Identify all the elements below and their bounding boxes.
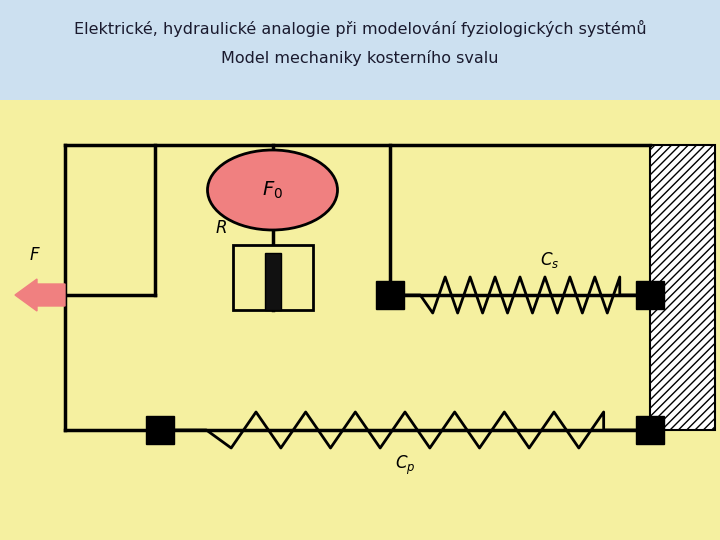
FancyArrow shape xyxy=(15,279,65,311)
Bar xyxy=(636,416,664,444)
Text: $R$: $R$ xyxy=(215,219,227,237)
Bar xyxy=(146,416,174,444)
Bar xyxy=(0,100,720,540)
Bar xyxy=(233,245,312,310)
Bar xyxy=(0,0,720,100)
Text: $F_0$: $F_0$ xyxy=(262,179,283,201)
Ellipse shape xyxy=(207,150,338,230)
Text: $F$: $F$ xyxy=(29,246,41,264)
Bar xyxy=(376,281,404,309)
Bar xyxy=(264,253,281,310)
Bar xyxy=(636,281,664,309)
Text: Model mechaniky kosterního svalu: Model mechaniky kosterního svalu xyxy=(221,50,499,66)
Text: $C_s$: $C_s$ xyxy=(540,250,559,270)
Bar xyxy=(650,145,715,430)
Text: Elektrické, hydraulické analogie při modelování fyziologických systémů: Elektrické, hydraulické analogie při mod… xyxy=(73,19,647,37)
Text: $C_p$: $C_p$ xyxy=(395,454,415,477)
